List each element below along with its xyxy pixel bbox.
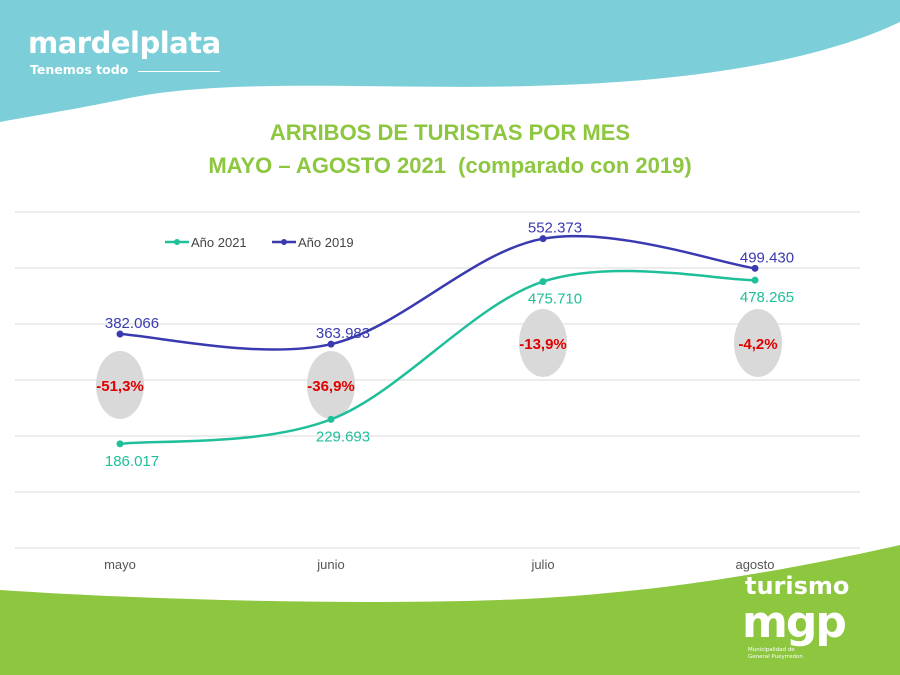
x-tick-label: mayo [104,557,136,572]
data-point [327,340,335,348]
legend-marker [174,239,180,245]
data-label: 475.710 [528,291,582,308]
pct-bubble [734,309,782,377]
pct-change-label: -36,9% [307,378,355,395]
x-tick-label: junio [316,557,344,572]
data-point [751,264,759,272]
data-label: 186.017 [105,453,159,470]
data-label: 552.373 [528,220,582,237]
pct-change-label: -13,9% [519,336,567,353]
legend-marker [281,239,287,245]
data-point [327,415,335,423]
data-point [116,330,124,338]
series-line-2021 [119,269,756,446]
turismo-logo-top: turismo [745,572,850,600]
tagline-rule [138,71,220,72]
x-tick-label: julio [530,557,554,572]
pct-change-label: -51,3% [96,378,144,395]
legend-label: Año 2019 [298,235,354,250]
legend-label: Año 2021 [191,235,247,250]
data-point [539,235,547,243]
pct-bubble [307,351,355,419]
data-label: 229.693 [316,428,370,445]
pct-change-label: -4,2% [738,336,777,353]
data-label: 363.983 [316,325,370,342]
mardelplata-logo: mardelplata [28,26,221,60]
top-wave [0,0,900,122]
data-point [116,440,124,448]
chart-title-line2: MAYO – AGOSTO 2021 (comparado con 2019) [208,153,692,178]
data-label: 382.066 [105,315,159,332]
series-line-2019 [119,234,756,351]
turismo-logo-sub: Municipalidad de General Pueyrredon [748,647,803,660]
data-label: 499.430 [740,249,794,266]
pct-bubble [96,351,144,419]
turismo-logo-main: mgp [742,597,847,648]
pct-bubble [519,309,567,377]
tagline: Tenemos todo [30,62,129,77]
data-point [539,278,547,286]
x-tick-label: agosto [735,557,774,572]
bottom-wave [0,545,900,675]
data-label: 478.265 [740,289,794,306]
chart-title-line1: ARRIBOS DE TURISTAS POR MES [269,120,631,145]
data-point [751,276,759,284]
